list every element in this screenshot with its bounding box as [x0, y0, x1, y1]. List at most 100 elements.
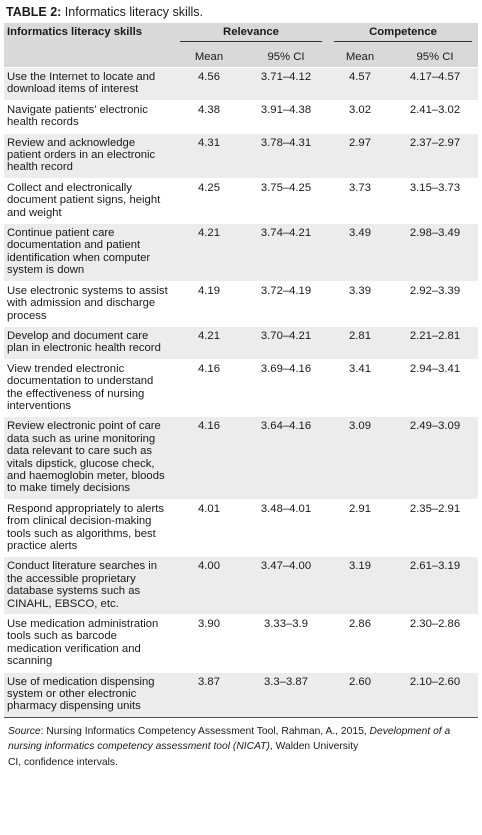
cell-skill: Continue patient care documentation and …: [4, 223, 174, 282]
cell-competence-mean: 4.57: [328, 67, 392, 101]
cell-relevance-mean: 4.21: [174, 223, 244, 282]
cell-skill: Navigate patients’ electronic health rec…: [4, 99, 174, 134]
cell-competence-mean: 3.02: [328, 99, 392, 134]
cell-relevance-ci: 3.75–4.25: [244, 177, 328, 224]
cell-relevance-ci: 3.74–4.21: [244, 223, 328, 282]
source-text-2: , Walden University: [269, 741, 359, 753]
cell-competence-mean: 3.39: [328, 280, 392, 327]
header-competence: Competence: [328, 23, 478, 47]
cell-relevance-ci: 3.78–4.31: [244, 132, 328, 179]
cell-competence-ci: 4.17–4.57: [392, 67, 478, 101]
header-comp-mean: Mean: [345, 50, 375, 63]
caption-label: TABLE 2:: [6, 5, 62, 19]
source-text-1: : Nursing Informatics Competency Assessm…: [40, 725, 370, 737]
cell-competence-mean: 2.91: [328, 498, 392, 557]
cell-competence-mean: 3.19: [328, 556, 392, 615]
cell-relevance-mean: 4.00: [174, 556, 244, 615]
cell-competence-ci: 2.92–3.39: [392, 280, 478, 327]
cell-relevance-ci: 3.3–3.87: [244, 671, 328, 718]
cell-relevance-ci: 3.47–4.00: [244, 556, 328, 615]
table-row: Use medication administration tools such…: [4, 614, 478, 673]
relevance-rule: [180, 41, 322, 43]
cell-skill: Use of medication dispensing system or o…: [4, 671, 174, 718]
table-body: Use the Internet to locate and download …: [4, 67, 478, 718]
cell-skill: Collect and electronically document pati…: [4, 177, 174, 224]
table-caption: TABLE 2: Informatics literacy skills.: [4, 4, 478, 23]
cell-relevance-ci: 3.69–4.16: [244, 358, 328, 417]
table-row: View trended electronic documentation to…: [4, 358, 478, 417]
cell-relevance-mean: 4.01: [174, 498, 244, 557]
cell-relevance-mean: 4.38: [174, 99, 244, 134]
cell-competence-ci: 2.37–2.97: [392, 132, 478, 179]
cell-relevance-mean: 3.87: [174, 671, 244, 718]
cell-relevance-ci: 3.70–4.21: [244, 325, 328, 360]
cell-skill: Use medication administration tools such…: [4, 614, 174, 673]
header-comp-ci: 95% CI: [416, 50, 454, 63]
cell-skill: Review electronic point of care data suc…: [4, 416, 174, 500]
cell-competence-mean: 2.81: [328, 325, 392, 360]
cell-relevance-mean: 4.16: [174, 416, 244, 500]
table-row: Develop and document care plan in electr…: [4, 325, 478, 360]
cell-relevance-mean: 4.16: [174, 358, 244, 417]
cell-relevance-mean: 4.19: [174, 280, 244, 327]
cell-competence-ci: 2.35–2.91: [392, 498, 478, 557]
cell-relevance-ci: 3.33–3.9: [244, 614, 328, 673]
table-row: Review and acknowledge patient orders in…: [4, 132, 478, 179]
competence-rule: [334, 41, 472, 43]
cell-competence-mean: 2.86: [328, 614, 392, 673]
cell-competence-ci: 2.61–3.19: [392, 556, 478, 615]
cell-competence-ci: 2.10–2.60: [392, 671, 478, 718]
cell-skill: Conduct literature searches in the acces…: [4, 556, 174, 615]
table-row: Use electronic systems to assist with ad…: [4, 280, 478, 327]
cell-skill: Use the Internet to locate and download …: [4, 67, 174, 101]
cell-competence-ci: 2.41–3.02: [392, 99, 478, 134]
table-row: Use of medication dispensing system or o…: [4, 671, 478, 718]
header-skills: Informatics literacy skills: [7, 26, 143, 38]
cell-competence-mean: 3.09: [328, 416, 392, 500]
cell-skill: View trended electronic documentation to…: [4, 358, 174, 417]
cell-relevance-ci: 3.91–4.38: [244, 99, 328, 134]
cell-relevance-ci: 3.71–4.12: [244, 67, 328, 101]
cell-competence-ci: 2.98–3.49: [392, 223, 478, 282]
table-row: Collect and electronically document pati…: [4, 177, 478, 224]
table-row: Continue patient care documentation and …: [4, 223, 478, 282]
table-row: Use the Internet to locate and download …: [4, 67, 478, 101]
cell-skill: Review and acknowledge patient orders in…: [4, 132, 174, 179]
table-row: Review electronic point of care data suc…: [4, 416, 478, 500]
cell-relevance-mean: 4.25: [174, 177, 244, 224]
cell-competence-mean: 3.41: [328, 358, 392, 417]
cell-competence-ci: 2.21–2.81: [392, 325, 478, 360]
header-row-groups: Informatics literacy skills Relevance Co…: [4, 23, 478, 47]
source-title: Development of a nursing informatics com…: [8, 725, 451, 753]
cell-relevance-ci: 3.64–4.16: [244, 416, 328, 500]
table-row: Respond appropriately to alerts from cli…: [4, 498, 478, 557]
table-source: Source: Nursing Informatics Competency A…: [4, 718, 478, 771]
cell-skill: Use electronic systems to assist with ad…: [4, 280, 174, 327]
cell-relevance-mean: 4.56: [174, 67, 244, 101]
source-label: Source: [8, 725, 41, 737]
cell-competence-ci: 2.30–2.86: [392, 614, 478, 673]
cell-relevance-mean: 4.21: [174, 325, 244, 360]
cell-relevance-ci: 3.72–4.19: [244, 280, 328, 327]
cell-competence-mean: 2.97: [328, 132, 392, 179]
table-row: Navigate patients’ electronic health rec…: [4, 99, 478, 134]
informatics-table: Informatics literacy skills Relevance Co…: [4, 23, 478, 718]
cell-competence-mean: 3.49: [328, 223, 392, 282]
table-container: TABLE 2: Informatics literacy skills. In…: [4, 4, 478, 770]
header-rel-ci: 95% CI: [267, 50, 305, 63]
cell-relevance-mean: 3.90: [174, 614, 244, 673]
cell-competence-ci: 2.94–3.41: [392, 358, 478, 417]
cell-competence-mean: 3.73: [328, 177, 392, 224]
header-relevance: Relevance: [174, 23, 328, 47]
cell-relevance-mean: 4.31: [174, 132, 244, 179]
header-rel-mean: Mean: [194, 50, 224, 63]
cell-competence-ci: 3.15–3.73: [392, 177, 478, 224]
cell-competence-ci: 2.49–3.09: [392, 416, 478, 500]
cell-competence-mean: 2.60: [328, 671, 392, 718]
header-competence-label: Competence: [369, 26, 437, 38]
cell-skill: Respond appropriately to alerts from cli…: [4, 498, 174, 557]
caption-text: Informatics literacy skills.: [61, 5, 204, 19]
cell-skill: Develop and document care plan in electr…: [4, 325, 174, 360]
table-row: Conduct literature searches in the acces…: [4, 556, 478, 615]
cell-relevance-ci: 3.48–4.01: [244, 498, 328, 557]
